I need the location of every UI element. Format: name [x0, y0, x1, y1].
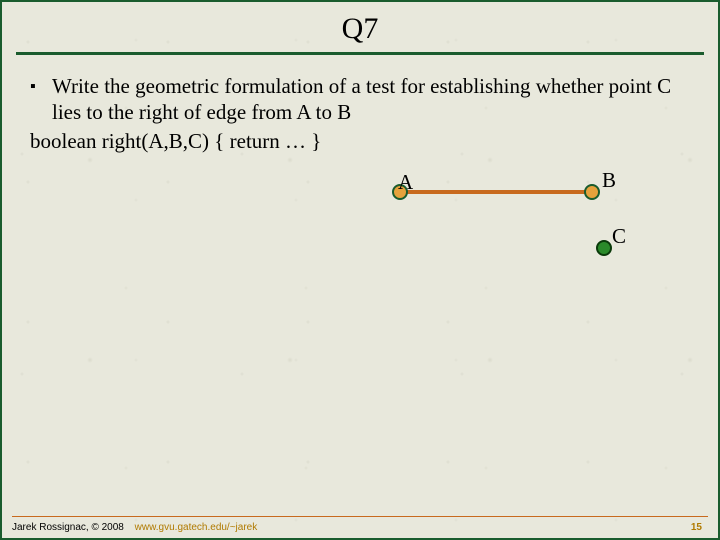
footer-left: Jarek Rossignac, © 2008 www.gvu.gatech.e…	[12, 522, 257, 533]
label-c: C	[612, 224, 626, 249]
code-line: boolean right(A,B,C) { return … }	[30, 128, 690, 154]
footer-url: www.gvu.gatech.edu/~jarek	[135, 522, 258, 533]
bullet-item: ▪ Write the geometric formulation of a t…	[30, 73, 690, 126]
footer-author: Jarek Rossignac, © 2008	[12, 522, 124, 533]
slide-title: Q7	[2, 2, 718, 52]
title-rule	[16, 52, 704, 55]
label-b: B	[602, 168, 616, 193]
bullet-text: Write the geometric formulation of a tes…	[52, 73, 690, 126]
label-a: A	[398, 170, 413, 195]
footer: Jarek Rossignac, © 2008 www.gvu.gatech.e…	[12, 516, 708, 538]
footer-page: 15	[691, 522, 708, 533]
point-c	[597, 241, 611, 255]
content-area: ▪ Write the geometric formulation of a t…	[2, 73, 718, 154]
point-b	[585, 185, 599, 199]
bullet-icon: ▪	[30, 73, 52, 126]
